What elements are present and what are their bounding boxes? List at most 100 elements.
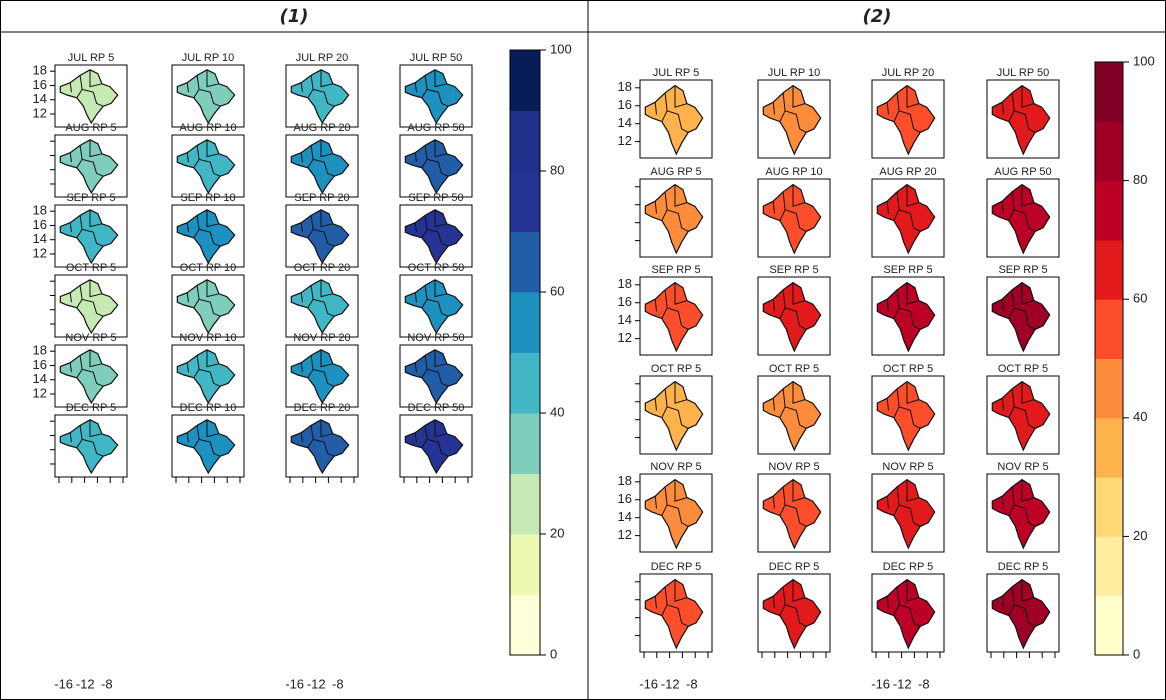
map-title: SEP RP 5 (769, 264, 818, 276)
colorbar-band (510, 473, 540, 535)
colorbar-band (1095, 536, 1123, 597)
map-border (1021, 579, 1035, 602)
colorbar-band (510, 231, 540, 293)
map-region (991, 578, 1051, 650)
map-border (89, 279, 103, 298)
map-border (312, 158, 335, 177)
map-region (991, 183, 1051, 255)
map-region (404, 419, 464, 475)
map-border (898, 209, 921, 232)
map-title: SEP RP 5 (66, 192, 115, 204)
x-tick-label: -8 (686, 676, 698, 691)
colorbar-frame (1094, 61, 1124, 656)
y-tick-label: 16 (618, 294, 632, 309)
map-title: NOV RP 5 (882, 461, 933, 473)
map-border (300, 222, 303, 233)
map-border (792, 85, 806, 108)
map-title: JUL RP 50 (410, 52, 463, 64)
map-border (69, 222, 72, 233)
map-border (81, 368, 104, 387)
y-tick-label: 14 (618, 509, 632, 524)
y-tick-label: 14 (33, 91, 47, 106)
map-border (69, 432, 72, 443)
map-border (654, 496, 657, 509)
map-region (644, 281, 704, 353)
map-border (1013, 209, 1036, 232)
map-title: OCT RP 5 (998, 363, 1048, 375)
map-border (198, 368, 221, 387)
map-border (206, 69, 220, 88)
colorbar-label: 40 (550, 404, 564, 419)
map-border (320, 69, 334, 88)
panel-label: (1) (280, 6, 309, 27)
map-border (792, 579, 806, 602)
colorbar-label: 100 (550, 41, 572, 56)
map-border (320, 419, 334, 438)
map-border (886, 299, 889, 312)
map-border (300, 432, 303, 443)
map-border (206, 279, 220, 298)
map-region (644, 578, 704, 650)
map-border (906, 85, 920, 108)
colorbar-band (1095, 595, 1123, 656)
map-region (59, 279, 119, 335)
colorbar-label: 20 (1133, 528, 1147, 543)
colorbar-label: 80 (1133, 172, 1147, 187)
y-tick-label: 16 (33, 217, 47, 232)
map-title: SEP RP 5 (998, 264, 1047, 276)
map-border (89, 139, 103, 158)
map-border (906, 184, 920, 207)
map-border (898, 307, 921, 330)
y-tick-label: 14 (33, 371, 47, 386)
map-border (654, 102, 657, 115)
map-border (898, 110, 921, 133)
map-region (991, 478, 1051, 550)
map-region (404, 139, 464, 195)
colorbar-label: 60 (550, 283, 564, 298)
map-border (434, 349, 448, 368)
map-border (784, 110, 807, 133)
colorbar-band (1095, 62, 1123, 122)
map-region (59, 139, 119, 195)
map-title: DEC RP 5 (769, 561, 820, 573)
map-border (654, 299, 657, 312)
colorbar-band (510, 534, 540, 595)
map-region (404, 209, 464, 265)
map-title: JUL RP 10 (182, 52, 235, 64)
map-title: AUG RP 10 (179, 122, 236, 134)
x-tick-label: -16 (54, 676, 73, 691)
colorbar-label: 0 (550, 646, 557, 661)
y-tick-label: 16 (33, 357, 47, 372)
colorbar-label: 0 (1133, 646, 1140, 661)
x-tick-label: -12 (661, 676, 680, 691)
map-title: JUL RP 5 (68, 52, 114, 64)
colorbar-band (1095, 121, 1123, 182)
map-border (898, 604, 921, 627)
y-tick-label: 12 (33, 105, 47, 120)
map-region (876, 281, 936, 353)
map-border (89, 209, 103, 228)
x-tick-label: -16 (871, 676, 890, 691)
map-border (414, 362, 417, 373)
map-border (312, 228, 335, 247)
map-border (426, 438, 449, 457)
map-border (1013, 307, 1036, 330)
map-border (320, 139, 334, 158)
map-region (644, 380, 704, 452)
map-border (198, 158, 221, 177)
map-border (89, 69, 103, 88)
map-border (906, 282, 920, 305)
map-border (1013, 406, 1036, 429)
map-border (906, 579, 920, 602)
map-border (674, 85, 688, 108)
map-title: AUG RP 5 (650, 166, 701, 178)
map-border (1001, 299, 1004, 312)
map-region (876, 84, 936, 156)
panel-label: (2) (863, 6, 892, 27)
y-tick-label: 16 (618, 491, 632, 506)
map-border (674, 579, 688, 602)
map-border (666, 209, 689, 232)
map-region (290, 209, 350, 265)
y-tick-label: 18 (618, 473, 632, 488)
map-region (762, 84, 822, 156)
